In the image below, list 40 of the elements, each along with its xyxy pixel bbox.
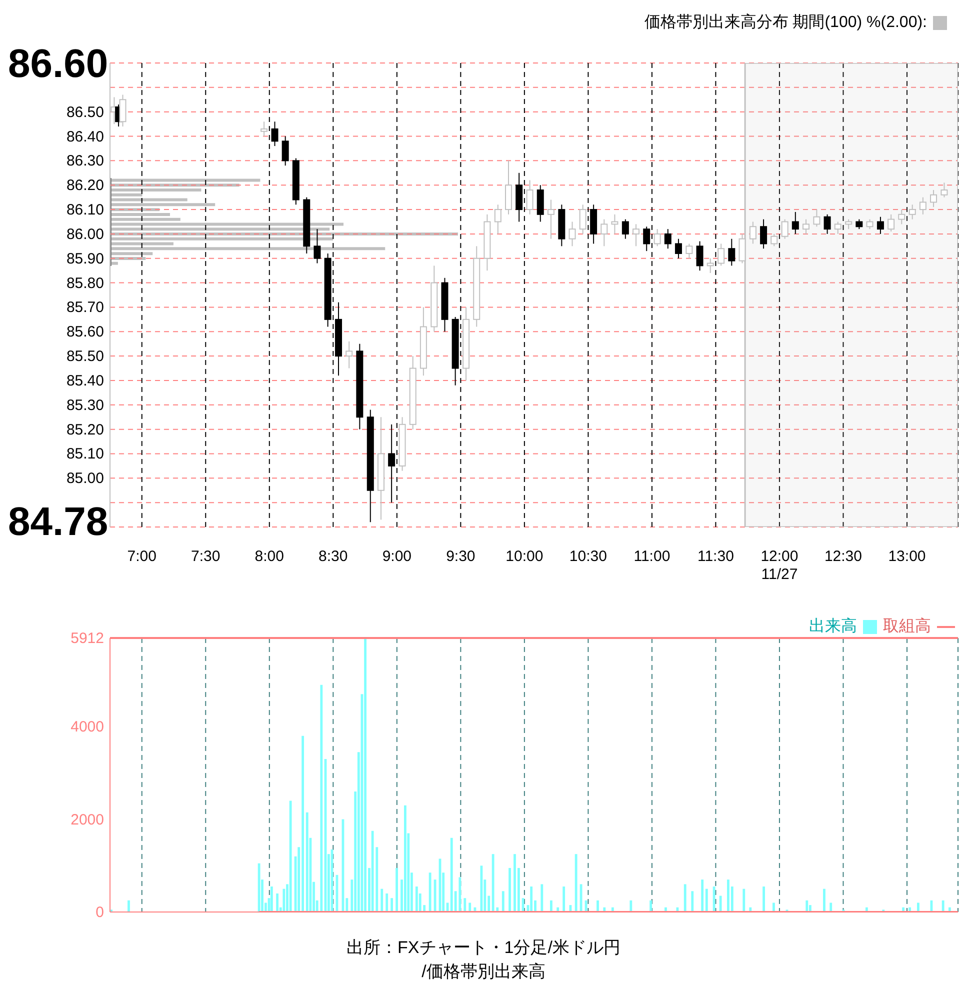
legend-label: 取組高	[883, 616, 931, 637]
x-tick-label: 11:00	[634, 548, 670, 565]
chart-title: 価格帯別出来高分布 期間(100) %(2.00):	[644, 12, 927, 33]
x-tick-label: 11:30	[697, 548, 734, 565]
x-tick-label: 9:00	[382, 548, 412, 565]
text: 86.60	[8, 42, 108, 86]
text: 出所：FXチャート・1分足/米ドル円	[346, 937, 622, 959]
x-tick-label: 8:30	[318, 548, 348, 565]
y-tick-label: 85.50	[66, 348, 104, 366]
x-tick-label: 7:00	[127, 548, 156, 565]
y-tick-label: 85.70	[66, 299, 104, 316]
x-tick-label: 7:30	[191, 548, 220, 565]
y-tick-label: 85.00	[66, 470, 104, 488]
x-tick-label: 12:30	[824, 548, 862, 565]
text: /価格帯別出来高	[420, 961, 546, 983]
x-tick-label: 9:30	[446, 548, 476, 565]
x-tick-label: 13:00	[888, 548, 926, 565]
y-tick-label: 85.80	[66, 274, 104, 292]
x-tick-label: 10:00	[506, 548, 544, 565]
y-tick-label: 5912	[70, 630, 104, 647]
y-tick-label: 85.40	[66, 372, 104, 390]
x-tick-label: 10:30	[569, 548, 607, 565]
y-tick-label: 86.50	[66, 104, 104, 121]
y-tick-label: 86.30	[66, 152, 104, 170]
y-tick-label: 85.30	[66, 396, 104, 414]
x-tick-label: 12:00 11/27	[760, 548, 798, 583]
y-tick-label: 85.90	[66, 250, 104, 268]
y-tick-label: 0	[96, 904, 104, 921]
y-tick-label: 4000	[70, 718, 104, 736]
y-tick-label: 86.10	[66, 202, 104, 219]
y-tick-label: 85.20	[66, 421, 104, 438]
legend-label: 出来高	[809, 616, 857, 637]
text: 84.78	[8, 500, 108, 544]
y-tick-label: 86.20	[66, 177, 104, 194]
x-tick-label: 8:00	[254, 548, 284, 565]
y-tick-label: 2000	[70, 811, 104, 828]
y-tick-label: 86.40	[66, 128, 104, 146]
y-tick-label: 85.10	[66, 446, 104, 463]
y-tick-label: 86.00	[66, 226, 104, 243]
y-tick-label: 85.60	[66, 324, 104, 341]
